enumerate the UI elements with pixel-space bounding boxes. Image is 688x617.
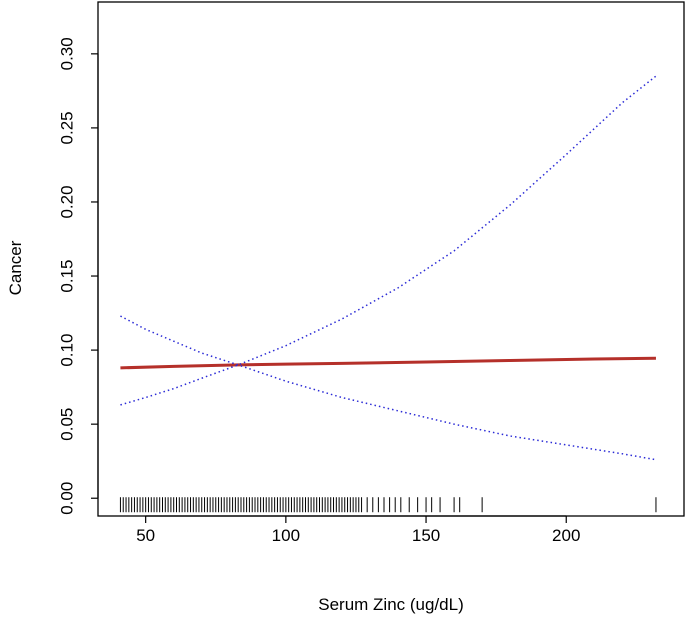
lower-ci-line	[120, 315, 657, 461]
series-lines	[120, 75, 657, 461]
y-tick-label: 0.05	[57, 408, 76, 441]
y-tick-label: 0.25	[57, 111, 76, 144]
y-tick-label: 0.20	[57, 185, 76, 218]
y-tick-label: 0.00	[57, 482, 76, 515]
x-tick-label: 150	[412, 526, 440, 545]
y-tick-label: 0.15	[57, 259, 76, 292]
plot-frame	[97, 1, 685, 517]
x-axis: 50 100 150 200	[136, 515, 580, 545]
rug-marks	[119, 497, 657, 513]
upper-ci-line	[120, 75, 657, 406]
y-tick-label: 0.10	[57, 334, 76, 367]
fit-line	[120, 356, 656, 370]
y-tick-label: 0.30	[57, 37, 76, 70]
y-axis-label: Cancer	[6, 240, 25, 295]
x-axis-label: Serum Zinc (ug/dL)	[318, 595, 464, 614]
x-tick-label: 200	[552, 526, 580, 545]
y-axis: 0.00 0.05 0.10 0.15 0.20 0.25 0.30	[57, 37, 99, 515]
x-tick-label: 100	[272, 526, 300, 545]
x-tick-label: 50	[136, 526, 155, 545]
